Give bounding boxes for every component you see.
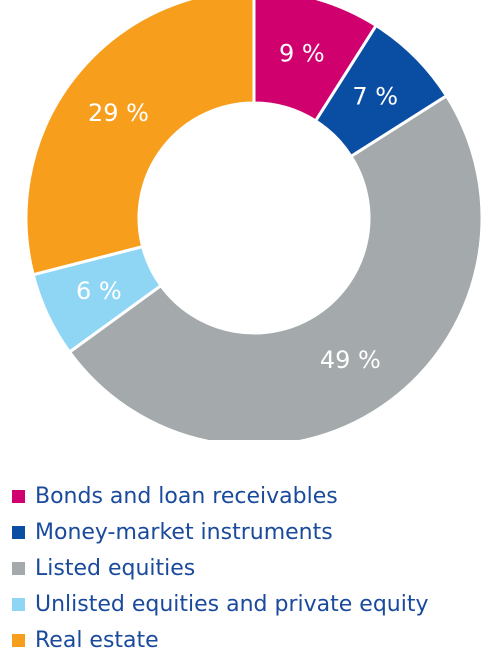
donut-chart-svg: 9 % 7 % 49 % 6 % 29 % [24, 0, 484, 440]
legend-item-5: Real estate [12, 622, 492, 658]
slice-3 [67, 93, 484, 440]
donut-chart: 9 % 7 % 49 % 6 % 29 % [24, 0, 484, 440]
legend-label-4: Unlisted equities and private equity [35, 591, 429, 617]
slice-label-1: 9 % [279, 39, 325, 67]
legend-swatch-1 [12, 489, 25, 503]
slice-label-3: 49 % [320, 346, 381, 374]
slice-label-5: 29 % [88, 99, 149, 127]
slice-label-2: 7 % [352, 83, 398, 111]
legend-item-1: Bonds and loan receivables [12, 478, 492, 514]
legend-item-4: Unlisted equities and private equity [12, 586, 492, 622]
legend-label-1: Bonds and loan receivables [35, 483, 338, 509]
legend-swatch-5 [12, 633, 25, 647]
legend-label-5: Real estate [35, 627, 159, 653]
legend-item-3: Listed equities [12, 550, 492, 586]
slice-label-4: 6 % [76, 277, 122, 305]
legend-item-2: Money-market instruments [12, 514, 492, 550]
legend-swatch-4 [12, 597, 25, 611]
chart-legend: Bonds and loan receivables Money-market i… [12, 478, 492, 658]
slice-5 [24, 0, 256, 277]
legend-swatch-3 [12, 561, 25, 575]
legend-label-2: Money-market instruments [35, 519, 333, 545]
legend-label-3: Listed equities [35, 555, 196, 581]
legend-swatch-2 [12, 525, 25, 539]
